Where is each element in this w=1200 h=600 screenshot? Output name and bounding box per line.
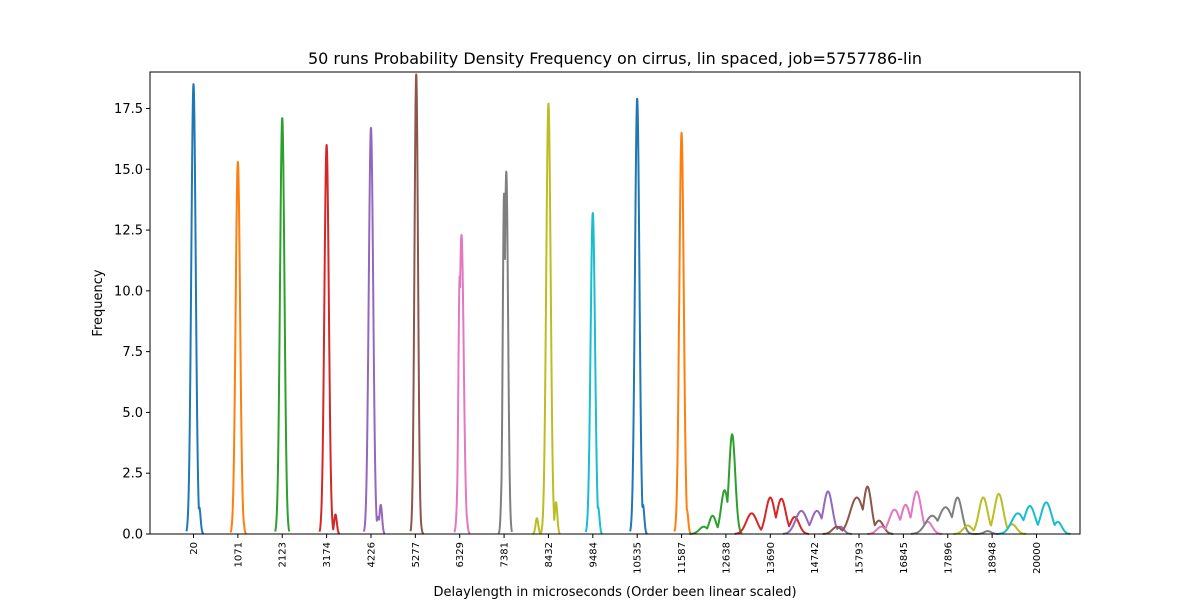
density-curves — [185, 73, 1072, 535]
y-tick-label: 15.0 — [114, 163, 143, 178]
x-tick-label: 9484 — [588, 542, 599, 567]
x-tick-label: 13690 — [766, 542, 777, 574]
density-curve-4226 — [362, 126, 386, 535]
x-tick-label: 10535 — [633, 542, 644, 574]
density-curve-11587 — [673, 131, 693, 535]
x-tick-label: 17896 — [943, 542, 954, 574]
x-tick-label: 6329 — [455, 542, 466, 567]
x-tick-label: 8432 — [544, 542, 555, 567]
x-tick-label: 11587 — [677, 542, 688, 574]
x-tick-label: 5277 — [411, 542, 422, 567]
y-tick-label: 5.0 — [122, 406, 143, 421]
x-tick-label: 7381 — [500, 542, 511, 567]
x-tick-label: 20000 — [1032, 542, 1043, 574]
x-axis: 20 1071 2123 3174 4226 5277 6329 7381 8432 9484 10… — [189, 534, 1043, 574]
x-tick-label: 3174 — [322, 542, 333, 567]
density-curve-3174 — [318, 143, 341, 535]
x-tick-label: 2123 — [278, 542, 289, 567]
y-tick-label: 10.0 — [114, 284, 143, 299]
x-tick-label: 15793 — [855, 542, 866, 574]
density-curve-17896 — [910, 496, 1000, 535]
density-curve-6329 — [453, 233, 472, 535]
density-curve-20000 — [997, 501, 1072, 535]
density-curve-7381 — [497, 170, 513, 535]
y-tick-label: 12.5 — [114, 224, 143, 239]
x-axis-label: Delaylength in microseconds (Order been … — [433, 585, 796, 600]
y-tick-label: 0.0 — [122, 528, 143, 543]
density-curve-5277 — [409, 73, 425, 535]
y-tick-label: 17.5 — [114, 102, 143, 117]
x-tick-label: 16845 — [899, 542, 910, 574]
density-curve-16845 — [866, 490, 943, 535]
density-curve-14742 — [782, 490, 853, 535]
y-axis: 0.0 2.5 5.0 7.5 10.0 12.5 15.0 17.5 — [114, 102, 150, 543]
y-tick-label: 7.5 — [122, 345, 143, 360]
plot-frame — [149, 71, 1081, 535]
density-curve-1071 — [229, 160, 248, 535]
x-tick-label: 12638 — [721, 542, 732, 574]
density-curve-10535 — [629, 97, 649, 535]
x-tick-label: 20 — [189, 542, 200, 555]
x-tick-label: 4226 — [366, 542, 377, 567]
y-tick-label: 2.5 — [122, 467, 143, 482]
chart-title: 50 runs Probability Density Frequency on… — [308, 49, 922, 68]
x-tick-label: 18948 — [988, 542, 999, 574]
density-curve-9484 — [584, 212, 604, 535]
density-curve-18948 — [952, 492, 1028, 535]
y-axis-label: Frequency — [91, 269, 106, 336]
density-curve-8432 — [531, 102, 562, 535]
density-curve-15793 — [821, 485, 894, 535]
density-curve-12638 — [688, 433, 743, 535]
density-curve-2123 — [274, 117, 291, 533]
density-curve-20 — [185, 83, 205, 535]
x-tick-label: 14742 — [810, 542, 821, 574]
x-tick-label: 1071 — [233, 542, 244, 567]
